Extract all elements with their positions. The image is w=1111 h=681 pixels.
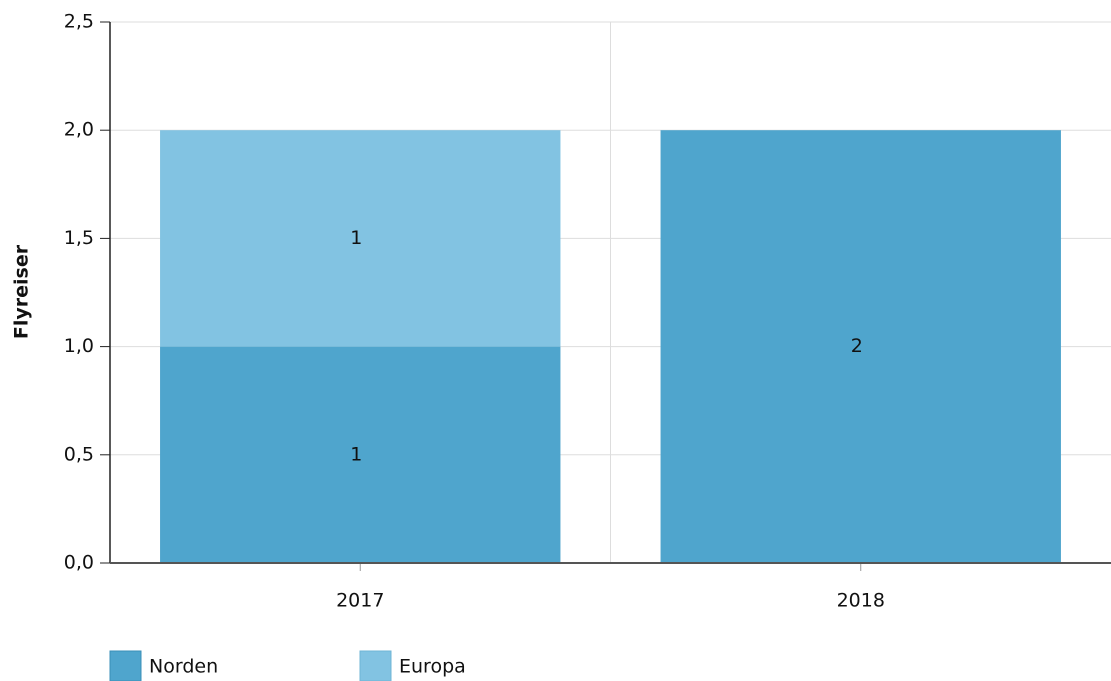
y-tick-label: 2,5 [64, 11, 94, 33]
legend-label: Norden [149, 656, 218, 678]
bar-segment [660, 130, 1061, 563]
data-label: 1 [350, 443, 362, 465]
y-tick-label: 2,0 [64, 119, 94, 141]
legend-swatch [359, 650, 392, 681]
data-label: 2 [851, 335, 863, 357]
x-tick-label: 2017 [336, 590, 384, 612]
bar-segment [160, 346, 561, 563]
legend-swatch [109, 650, 142, 681]
y-tick-label: 0,5 [64, 443, 94, 465]
y-axis-label: Flyreiser [11, 244, 33, 339]
legend-label: Europa [399, 656, 466, 678]
data-label: 1 [350, 227, 362, 249]
y-tick-label: 0,0 [64, 552, 94, 574]
y-tick-label: 1,5 [64, 227, 94, 249]
x-tick-label: 2018 [837, 590, 885, 612]
y-tick-label: 1,0 [64, 335, 94, 357]
bar-segment [160, 130, 561, 347]
